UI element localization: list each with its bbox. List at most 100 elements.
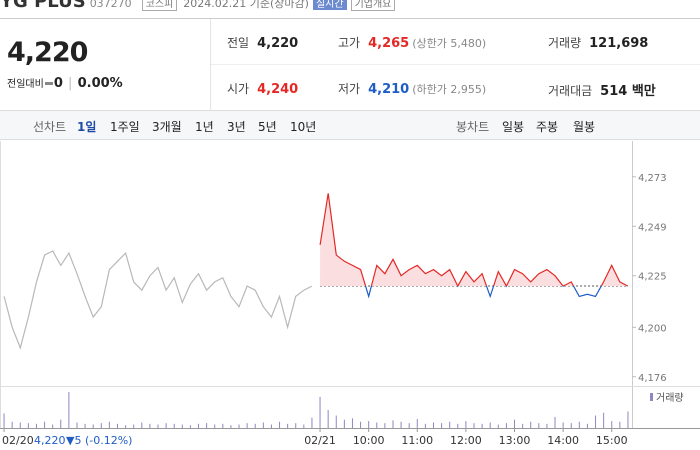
change-rate: 0.00% (77, 76, 123, 91)
period-button[interactable]: 3개월 (152, 120, 182, 134)
volume-bar (335, 415, 337, 428)
flat-icon (44, 82, 53, 85)
stock-name: YG PLUS (0, 0, 86, 12)
company-info-button[interactable]: 기업개요 (350, 0, 396, 11)
volume-bar (254, 423, 256, 428)
volume-bar (384, 423, 386, 428)
volume-bar (92, 424, 94, 428)
volume-bar (570, 423, 572, 428)
x-tick-label: 15:00 (596, 434, 628, 447)
volume-bar (238, 424, 240, 428)
y-tick-label: 4,200 (638, 323, 667, 334)
cell-label: 거래대금 (548, 84, 593, 98)
market-tag: 코스피 (141, 0, 178, 11)
volume-bar (295, 423, 297, 428)
line-chart-label: 선차트 (33, 120, 67, 134)
y-tick-label: 4,225 (638, 272, 667, 283)
cell-value: 121,698 (589, 36, 649, 51)
volume-bar (157, 424, 159, 428)
volume-bar (76, 422, 78, 428)
price-panel: 4,220 전일대비 0 | 0.00% (0, 19, 211, 110)
volume-bar (230, 425, 232, 428)
cell-label: 전일 (227, 36, 250, 50)
area-fill (320, 193, 628, 287)
candle-button[interactable]: 주봉 (536, 120, 559, 134)
volume-bar (343, 419, 345, 428)
period-button[interactable]: 1주일 (110, 120, 140, 134)
volume-bar (319, 396, 321, 428)
candle-button[interactable]: 월봉 (573, 120, 596, 134)
cell-value: 4,265 (368, 36, 410, 51)
volume-bar (133, 424, 135, 428)
volume-bar (522, 423, 524, 428)
volume-bar (11, 421, 13, 428)
price-line (3, 250, 313, 350)
cell-label: 시가 (227, 82, 250, 96)
cell-value: 4,220 (257, 36, 299, 51)
x-tick-label: 02/20 (2, 434, 34, 447)
y-tick-label: 4,249 (638, 222, 667, 233)
volume-bar (181, 424, 183, 428)
volume-bar (60, 419, 62, 428)
change-value: 0 (53, 76, 63, 91)
cell-extra: (상한가 5,480) (412, 37, 487, 50)
y-tick-label: 4,176 (638, 373, 667, 384)
volume-bar (125, 425, 127, 428)
volume-bar (360, 421, 362, 428)
volume-bar (27, 423, 29, 428)
volume-bar (554, 416, 556, 428)
cell-label: 저가 (338, 82, 361, 96)
volume-bar (303, 424, 305, 428)
volume-bar (481, 423, 483, 428)
volume-bar (449, 421, 451, 428)
volume-bar (141, 422, 143, 428)
volume-bar (262, 422, 264, 428)
cell-label: 거래량 (548, 36, 582, 50)
cell: 전일 4,220 (227, 34, 298, 51)
volume-bar (84, 423, 86, 428)
x-tick-label: 12:00 (450, 434, 482, 447)
cell: 고가 4,265 (상한가 5,480) (338, 34, 486, 51)
volume-bar (19, 422, 21, 428)
volume-bar (3, 413, 5, 428)
x-tick-label: 11:00 (401, 434, 433, 447)
volume-bar (424, 423, 426, 428)
cell: 거래량 121,698 (548, 34, 648, 51)
volume-bar (538, 423, 540, 428)
cell: 저가 4,210 (하한가 2,955) (338, 80, 486, 97)
period-button[interactable]: 1년 (195, 120, 214, 134)
cell: 거래대금 514 백만 (548, 80, 656, 99)
x-tick-label: 14:00 (547, 434, 579, 447)
price-line (319, 193, 629, 287)
volume-bar (287, 423, 289, 428)
volume-bar (311, 417, 313, 428)
period-button[interactable]: 1일 (77, 120, 97, 134)
candle-button[interactable]: 일봉 (502, 120, 525, 134)
period-button[interactable]: 10년 (290, 120, 317, 134)
cell-value: 4,240 (257, 82, 299, 97)
volume-bar (270, 424, 272, 428)
volume-bar (441, 423, 443, 428)
volume-bar (416, 419, 418, 428)
volume-bar (116, 423, 118, 428)
footer-change: ▼5 (-0.12%) (66, 434, 132, 447)
period-button[interactable]: 5년 (258, 120, 277, 134)
volume-bar (368, 421, 370, 428)
volume-bar (578, 421, 580, 428)
cell-value: 514 백만 (600, 84, 656, 99)
cell-label: 고가 (338, 36, 361, 50)
volume-bar (505, 423, 507, 428)
volume-bar (165, 423, 167, 428)
volume-bar (489, 422, 491, 428)
date: 2024.02.21 기준(장마감) (183, 0, 309, 10)
volume-bar (246, 423, 248, 428)
volume-bar (546, 423, 548, 428)
period-button[interactable]: 3년 (227, 120, 246, 134)
y-tick-label: 4,273 (638, 173, 667, 184)
volume-bar (222, 423, 224, 428)
realtime-button[interactable]: 실시간 (312, 0, 347, 10)
price-line-below (364, 286, 628, 299)
volume-bar (586, 423, 588, 428)
